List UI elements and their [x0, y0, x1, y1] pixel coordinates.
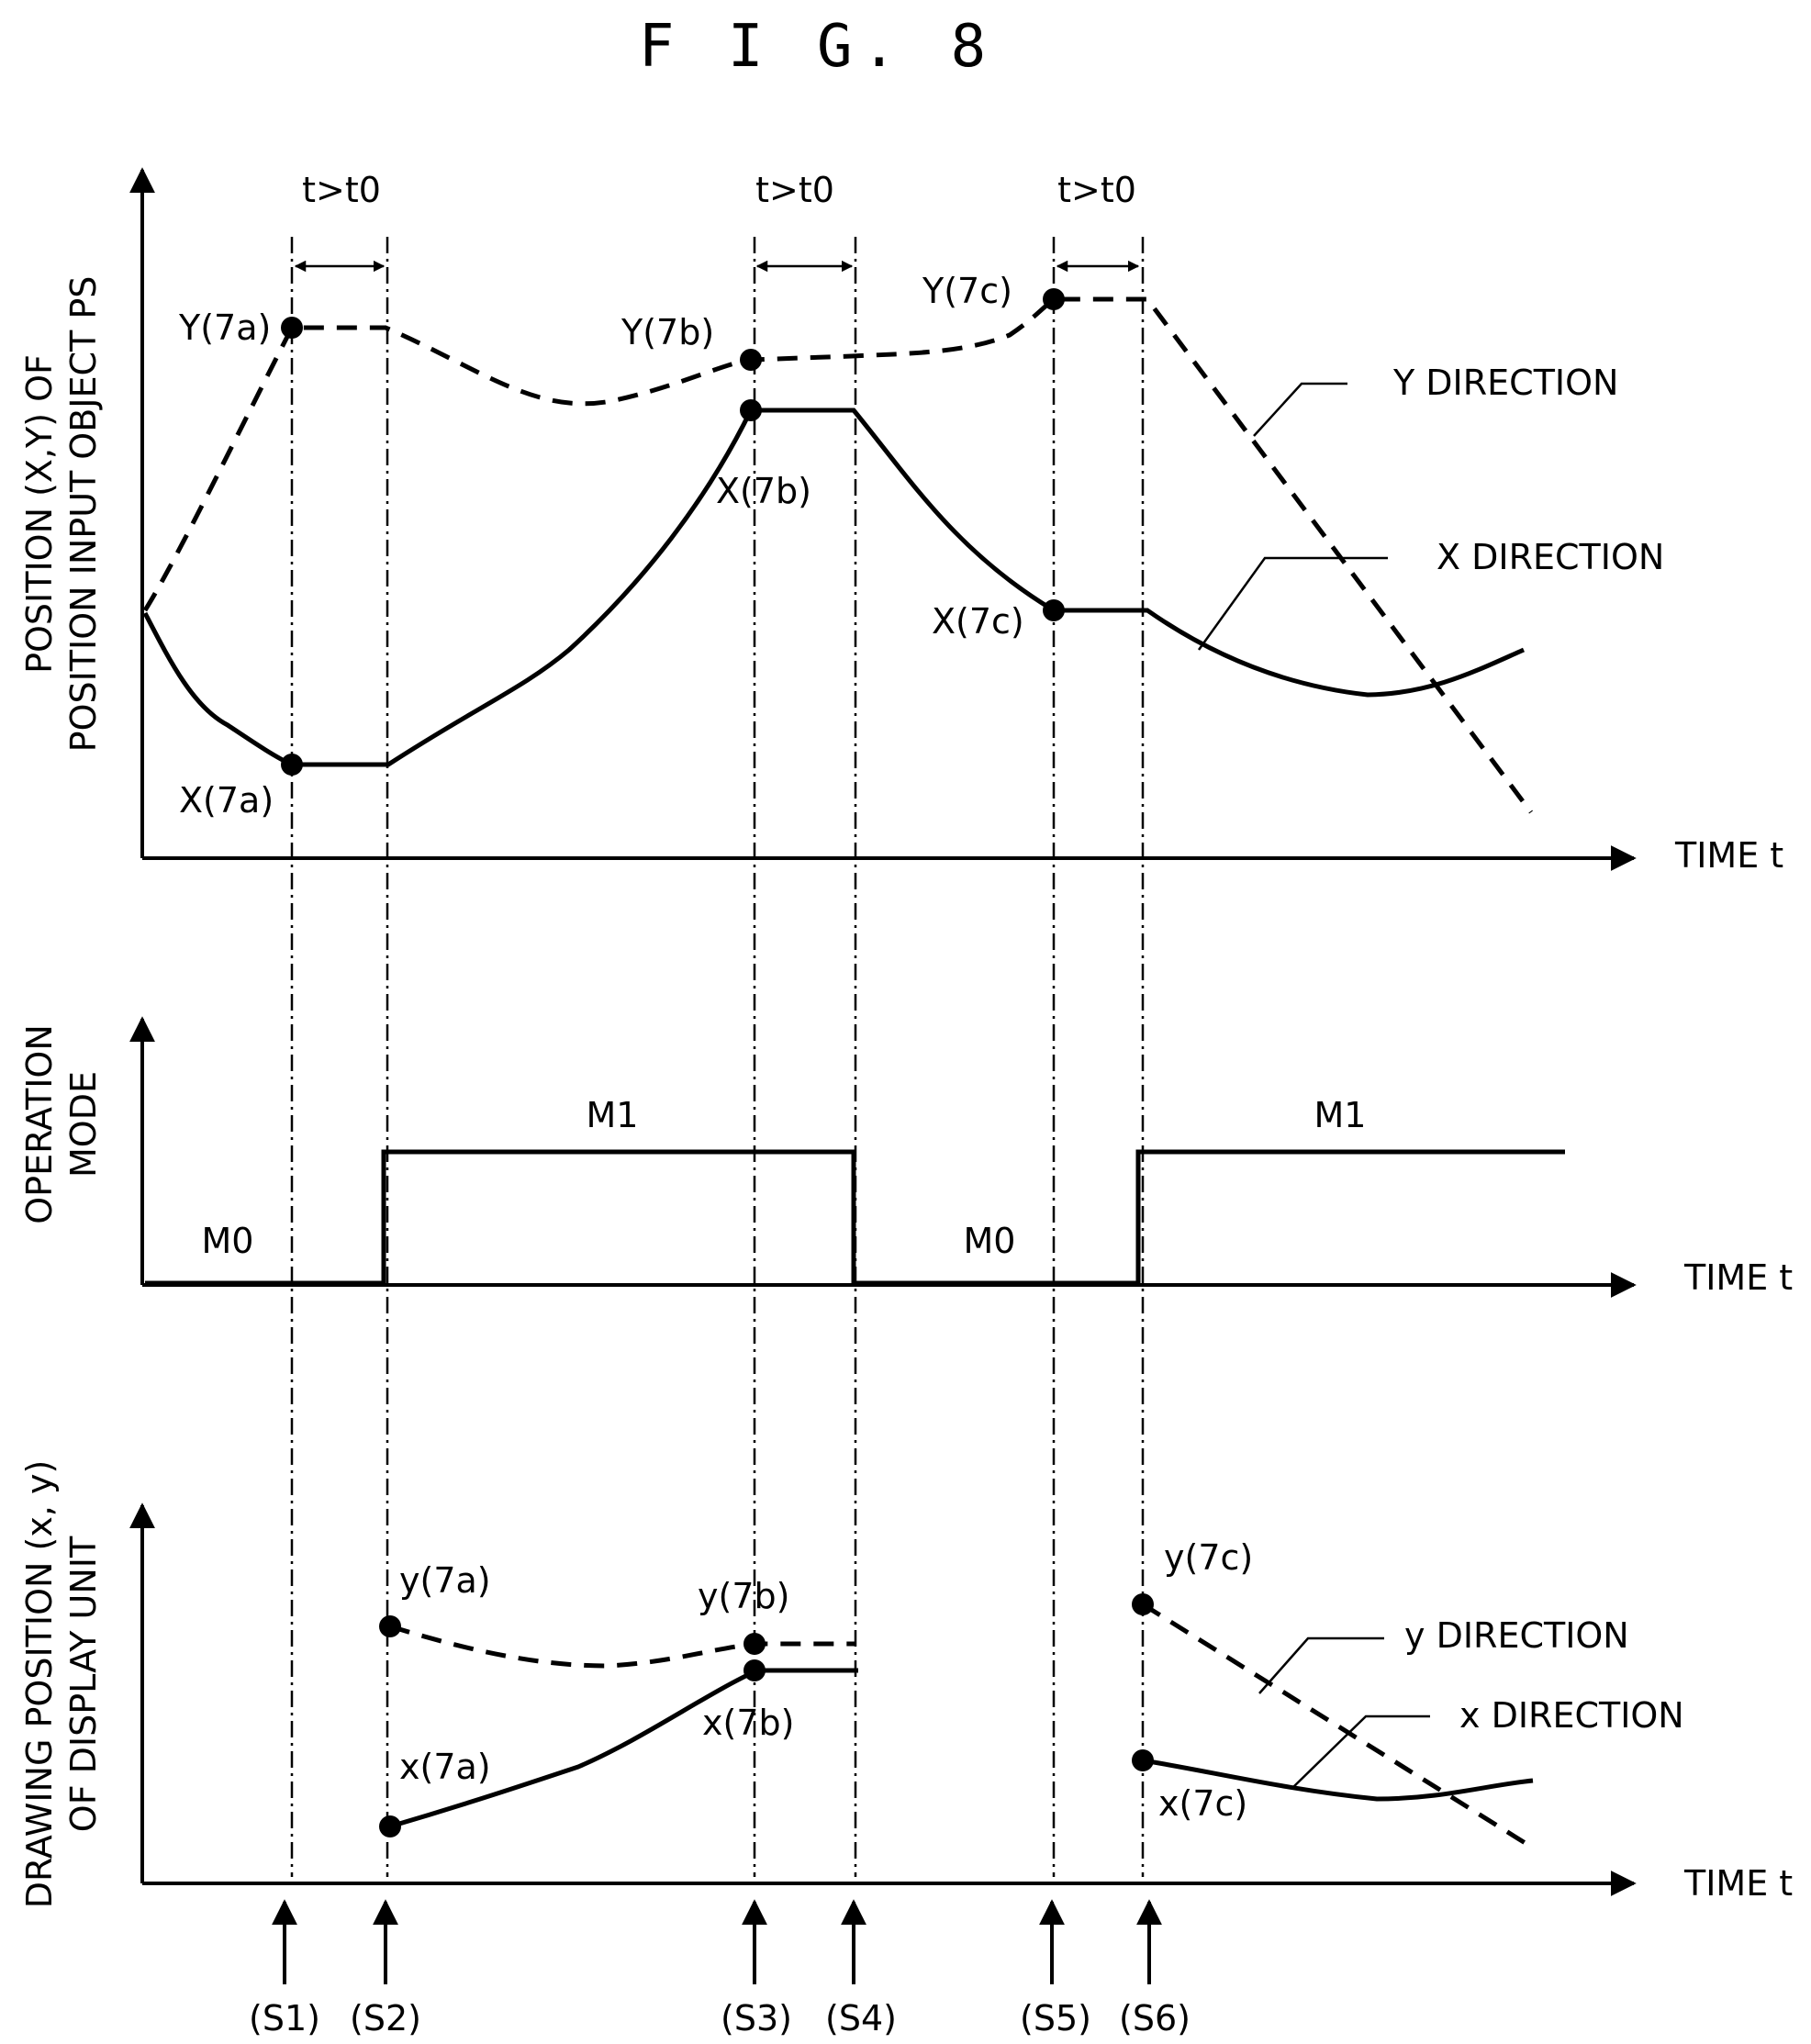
x-direction-legend: x DIRECTION: [1459, 1695, 1684, 1736]
panel1-x-label: TIME t: [1674, 835, 1783, 876]
X-direction-curve: [142, 408, 1526, 767]
point-X7b: [740, 399, 762, 421]
step-label-S4: (S4): [825, 1998, 897, 2038]
panel-operation-mode: OPERATION MODE TIME t M0 M1 M0 M1: [19, 1016, 1793, 1298]
X-direction-leader: [1197, 556, 1388, 651]
panel-drawing-position: DRAWING POSITION (x, y) OF DISPLAY UNIT …: [19, 1460, 1793, 1909]
label-y7a: y(7a): [399, 1560, 491, 1601]
operation-mode-signal: [145, 1149, 1565, 1286]
mode-label-M1-2: M1: [1314, 1095, 1367, 1135]
step-label-S6: (S6): [1119, 1998, 1191, 2038]
y-direction-curve-1: [389, 1624, 855, 1669]
x-direction-leader: [1291, 1715, 1430, 1789]
panel2-y-label-line2: MODE: [63, 1071, 104, 1178]
Y-direction-legend: Y DIRECTION: [1392, 363, 1618, 403]
panel1-y-label-line1: POSITION (X,Y) OF: [19, 354, 60, 674]
point-x7a: [379, 1815, 401, 1837]
panel3-x-label: TIME t: [1683, 1863, 1793, 1904]
panel2-y-label-line1: OPERATION: [19, 1024, 60, 1224]
y-direction-curve-2: [1141, 1602, 1533, 1849]
point-y7a: [379, 1615, 401, 1637]
panel1-y-label-line2: POSITION INPUT OBJECT PS: [63, 276, 104, 753]
x-direction-curve-1: [389, 1668, 858, 1829]
step-label-S1: (S1): [249, 1998, 320, 2038]
label-x7b: x(7b): [702, 1703, 794, 1743]
panel2-x-label: TIME t: [1683, 1257, 1793, 1298]
Y-direction-leader: [1253, 382, 1347, 437]
mode-label-M0-2: M0: [964, 1221, 1016, 1261]
figure-title: F I G. 8: [639, 13, 995, 81]
label-X7c: X(7c): [932, 601, 1024, 642]
step-label-S2: (S2): [350, 1998, 421, 2038]
label-X7a: X(7a): [179, 780, 274, 821]
label-X7b: X(7b): [716, 471, 811, 511]
y-direction-legend: y DIRECTION: [1404, 1615, 1629, 1656]
x-direction-curve-2: [1142, 1758, 1534, 1802]
panel3-y-label-line2: OF DISPLAY UNIT: [63, 1536, 104, 1832]
label-Y7a: Y(7a): [178, 307, 271, 348]
label-x7c: x(7c): [1158, 1783, 1247, 1824]
step-label-S3: (S3): [721, 1998, 792, 2038]
X-direction-legend: X DIRECTION: [1437, 537, 1664, 577]
interval-label-2: t>t0: [755, 170, 834, 210]
panel-position-input: POSITION (X,Y) OF POSITION INPUT OBJECT …: [19, 167, 1783, 876]
Y-direction-curve: [142, 296, 1534, 814]
label-y7c: y(7c): [1164, 1537, 1253, 1578]
interval-label-3: t>t0: [1057, 170, 1136, 210]
step-label-S5: (S5): [1020, 1998, 1091, 2038]
y-direction-leader: [1258, 1636, 1384, 1694]
label-Y7c: Y(7c): [922, 271, 1012, 311]
label-Y7b: Y(7b): [620, 312, 714, 352]
interval-label-1: t>t0: [302, 170, 381, 210]
point-Y7b: [740, 349, 762, 371]
event-lines: [290, 237, 1145, 1877]
mode-label-M1-1: M1: [587, 1095, 639, 1135]
panel3-y-label-line1: DRAWING POSITION (x, y): [19, 1460, 60, 1909]
label-x7a: x(7a): [399, 1747, 491, 1787]
step-markers: (S1) (S2) (S3) (S4) (S5) (S6): [249, 1899, 1191, 2038]
mode-label-M0-1: M0: [202, 1221, 254, 1261]
label-y7b: y(7b): [698, 1576, 789, 1616]
